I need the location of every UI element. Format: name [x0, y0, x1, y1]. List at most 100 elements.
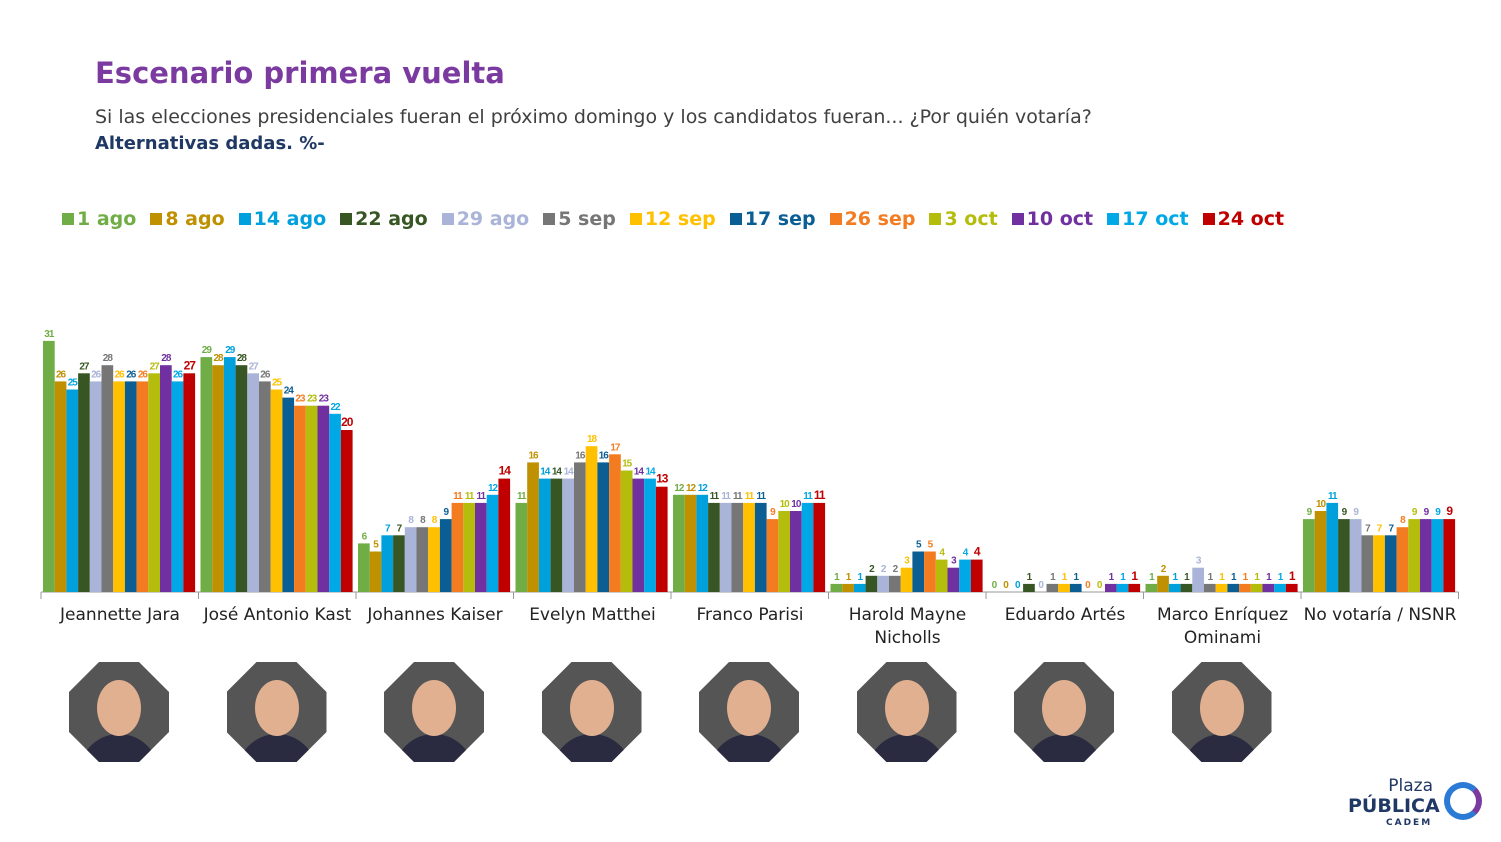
bar: [719, 502, 732, 592]
bar: [1420, 519, 1432, 592]
bar: [89, 381, 102, 592]
legend-swatch: [62, 213, 74, 225]
data-label: 16: [599, 450, 610, 461]
bar: [790, 511, 802, 592]
bar: [853, 583, 866, 592]
bar: [1128, 583, 1141, 592]
bar: [813, 502, 826, 592]
bar: [1303, 519, 1315, 592]
bar: [754, 502, 767, 592]
legend-label: 14 ago: [253, 208, 327, 230]
data-label: 1: [1120, 572, 1126, 583]
bar: [369, 551, 382, 592]
data-label: 1: [846, 572, 852, 583]
data-label: 31: [44, 329, 55, 340]
bar: [550, 478, 563, 592]
data-label: 10: [1316, 499, 1327, 510]
data-label: 9: [1342, 507, 1348, 518]
candidate-photo: [1171, 662, 1272, 762]
data-label: 2: [893, 564, 899, 575]
bar: [416, 527, 429, 592]
data-label: 1: [1062, 572, 1068, 583]
bar: [54, 381, 67, 592]
bar: [644, 478, 656, 592]
data-label: 11: [477, 491, 487, 502]
bar: [1058, 583, 1070, 592]
bar: [865, 575, 878, 592]
data-label: 11: [803, 491, 813, 502]
bar: [101, 365, 114, 592]
data-label: 8: [432, 515, 438, 526]
legend-label: 3 oct: [944, 208, 998, 230]
logo-text: Plaza: [1388, 776, 1433, 796]
data-label: 29: [202, 345, 213, 356]
data-label: 7: [1388, 523, 1394, 534]
data-label: 1: [1254, 572, 1260, 583]
data-label: 26: [173, 369, 184, 380]
data-label: 1: [1289, 569, 1296, 583]
legend-swatch: [929, 213, 942, 225]
data-label: 16: [575, 450, 586, 461]
logo-text: CADEM: [1386, 818, 1433, 828]
data-label: 22: [330, 402, 341, 413]
legend-swatch: [150, 213, 163, 225]
data-label: 26: [126, 369, 137, 380]
legend: 1 ago 8 ago 14 ago 22 ago 29 ago 5 sep 12 sep 1…: [62, 208, 1284, 230]
data-label: 8: [408, 515, 414, 526]
bar: [78, 373, 90, 592]
data-label: 11: [1328, 491, 1338, 502]
data-label: 11: [453, 491, 463, 502]
bar: [1215, 583, 1228, 592]
legend-item: 5 sep: [543, 208, 616, 230]
data-label: 1: [1109, 572, 1115, 583]
legend-swatch: [238, 213, 251, 225]
bar: [282, 397, 295, 592]
data-label: 8: [1400, 515, 1406, 526]
bar: [947, 567, 960, 592]
data-label: 25: [68, 378, 79, 389]
legend-swatch: [1107, 213, 1120, 225]
bar: [1262, 583, 1275, 592]
data-label: 1: [1184, 572, 1190, 583]
data-label: 0: [992, 580, 998, 591]
legend-item: 24 oct: [1202, 208, 1284, 230]
bar: [1105, 583, 1117, 592]
data-label: 1: [1231, 572, 1237, 583]
data-label: 9: [1412, 507, 1418, 518]
data-label: 1: [1073, 572, 1079, 583]
bar: [404, 527, 417, 592]
bar: [935, 559, 948, 592]
legend-label: 29 ago: [456, 208, 530, 230]
data-label: 9: [443, 507, 449, 518]
bar: [900, 567, 913, 592]
bar: [1204, 583, 1216, 592]
bar: [381, 535, 394, 592]
legend-item: 10 oct: [1011, 208, 1093, 230]
subtitle: Si las elecciones presidenciales fueran …: [95, 106, 1092, 128]
legend-swatch: [543, 213, 556, 225]
data-label: 7: [397, 523, 403, 534]
data-label: 14: [564, 467, 575, 478]
data-label: 0: [1085, 580, 1091, 591]
candidate-photo: [384, 662, 484, 762]
bar: [562, 478, 574, 592]
legend-label: 26 sep: [844, 208, 916, 230]
bar: [439, 519, 452, 592]
data-label: 9: [1424, 507, 1430, 518]
data-label: 27: [150, 361, 161, 372]
bar: [970, 559, 983, 592]
data-label: 15: [622, 459, 633, 470]
category-label: Marco Enríquez Ominami: [1156, 605, 1289, 648]
logo-text: PÚBLICA: [1348, 795, 1440, 817]
data-label: 5: [373, 540, 379, 551]
bar: [463, 502, 475, 592]
page-title: Escenario primera vuelta: [95, 56, 505, 90]
data-label: 17: [610, 442, 621, 453]
bar: [959, 559, 971, 592]
data-label: 1: [1131, 569, 1138, 583]
bar: [778, 511, 790, 592]
data-label: 1: [1243, 572, 1249, 583]
legend-item: 17 oct: [1107, 208, 1189, 230]
data-label: 3: [951, 556, 957, 567]
data-label: 8: [420, 515, 426, 526]
